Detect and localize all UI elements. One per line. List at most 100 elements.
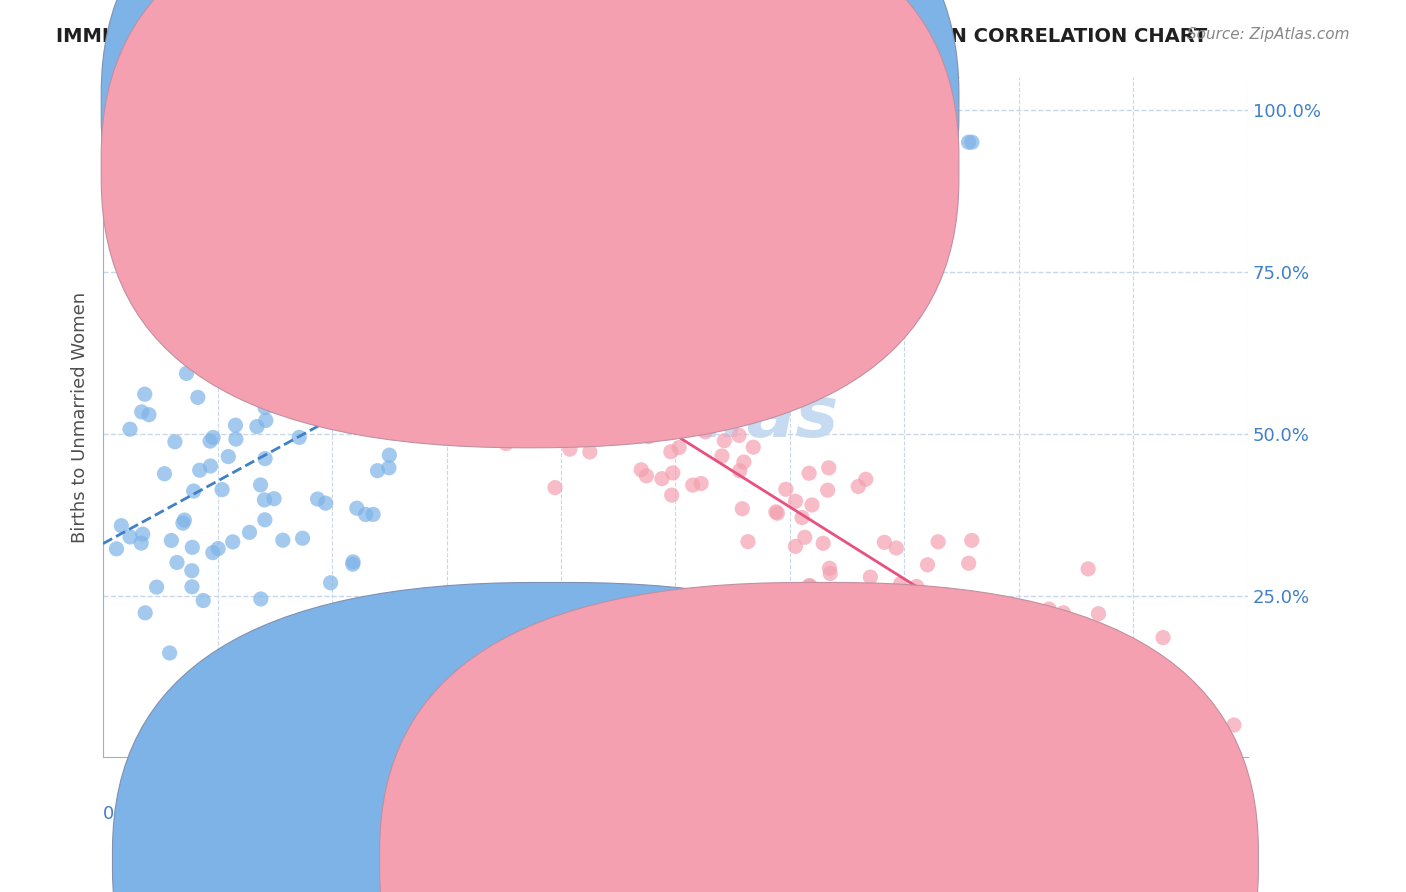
Point xyxy=(616,368,638,383)
Point xyxy=(314,244,336,258)
Point xyxy=(927,534,949,549)
Point xyxy=(912,635,935,649)
Point xyxy=(371,378,394,392)
Point xyxy=(526,334,548,349)
Point xyxy=(905,580,928,594)
Point xyxy=(859,625,882,640)
Point xyxy=(329,305,352,319)
Point xyxy=(181,541,204,555)
Point xyxy=(544,481,567,495)
Point xyxy=(342,555,364,569)
Text: R =  0.452   N = 103: R = 0.452 N = 103 xyxy=(541,93,744,111)
Point xyxy=(579,445,602,459)
Point xyxy=(253,513,276,527)
Point xyxy=(554,135,576,149)
Point xyxy=(166,121,188,136)
Point xyxy=(790,510,813,524)
Point xyxy=(110,518,132,533)
Point xyxy=(1115,718,1137,732)
Point xyxy=(364,413,387,427)
Point xyxy=(600,359,623,374)
Point xyxy=(380,211,402,226)
Point xyxy=(364,296,387,310)
Point xyxy=(1090,716,1112,731)
Point xyxy=(153,467,176,481)
Point xyxy=(1174,704,1197,718)
Point xyxy=(250,592,273,607)
Point xyxy=(879,713,901,727)
Point xyxy=(373,235,395,250)
Point xyxy=(524,285,547,299)
Point xyxy=(855,605,877,619)
Point xyxy=(672,401,695,415)
Point xyxy=(523,284,546,298)
Point xyxy=(465,352,488,367)
Point xyxy=(254,401,277,415)
Point xyxy=(737,534,759,549)
Point xyxy=(394,245,416,260)
Point xyxy=(990,690,1012,704)
Point xyxy=(416,275,439,289)
Point xyxy=(941,696,963,710)
Point xyxy=(253,285,276,300)
Point xyxy=(1024,656,1046,670)
Point xyxy=(333,235,356,250)
Point xyxy=(801,498,824,512)
Point xyxy=(294,335,316,350)
Point xyxy=(458,284,481,298)
Point xyxy=(1099,718,1122,732)
Point xyxy=(630,385,652,400)
Point xyxy=(418,333,440,347)
Point xyxy=(389,294,412,309)
Point xyxy=(627,361,650,376)
Point xyxy=(344,197,367,211)
Point xyxy=(319,575,342,590)
Point xyxy=(413,237,436,252)
Point xyxy=(661,488,683,502)
Point xyxy=(638,429,661,443)
Point xyxy=(605,428,627,442)
Point xyxy=(957,556,980,570)
Point xyxy=(471,274,494,288)
Point xyxy=(412,268,434,282)
Point xyxy=(446,373,468,387)
Point xyxy=(846,479,869,493)
Point xyxy=(367,464,389,478)
Point xyxy=(884,541,907,555)
Point xyxy=(225,432,247,446)
Point xyxy=(1038,718,1060,732)
Point xyxy=(378,448,401,462)
Point xyxy=(855,472,877,486)
Point xyxy=(586,377,609,392)
Text: 100.0%: 100.0% xyxy=(1180,805,1249,823)
Point xyxy=(361,183,384,197)
Point xyxy=(793,530,815,544)
Point xyxy=(478,284,501,298)
Point xyxy=(1223,718,1246,732)
Point xyxy=(651,472,673,486)
Text: ZIPatlas: ZIPatlas xyxy=(512,383,839,452)
Point xyxy=(817,460,839,475)
Point xyxy=(367,417,389,431)
Point xyxy=(495,436,517,450)
Point xyxy=(811,536,834,550)
Point xyxy=(349,189,371,203)
Text: IMMIGRANTS FROM MEXICO VS WHITE/CAUCASIAN BIRTHS TO UNMARRIED WOMEN CORRELATION : IMMIGRANTS FROM MEXICO VS WHITE/CAUCASIA… xyxy=(56,27,1208,45)
Point xyxy=(172,516,194,531)
Point xyxy=(1087,718,1109,732)
Point xyxy=(1123,718,1146,732)
Point xyxy=(138,408,160,422)
Point xyxy=(288,430,311,444)
Point xyxy=(659,444,682,458)
Point xyxy=(326,358,349,372)
Point xyxy=(307,491,329,506)
Point xyxy=(475,319,498,334)
Point xyxy=(247,161,270,175)
Point xyxy=(193,160,215,174)
Point xyxy=(382,219,405,233)
Point xyxy=(960,638,983,652)
Point xyxy=(562,367,585,381)
Point xyxy=(214,138,236,153)
Point xyxy=(979,718,1001,732)
Point xyxy=(183,483,205,498)
